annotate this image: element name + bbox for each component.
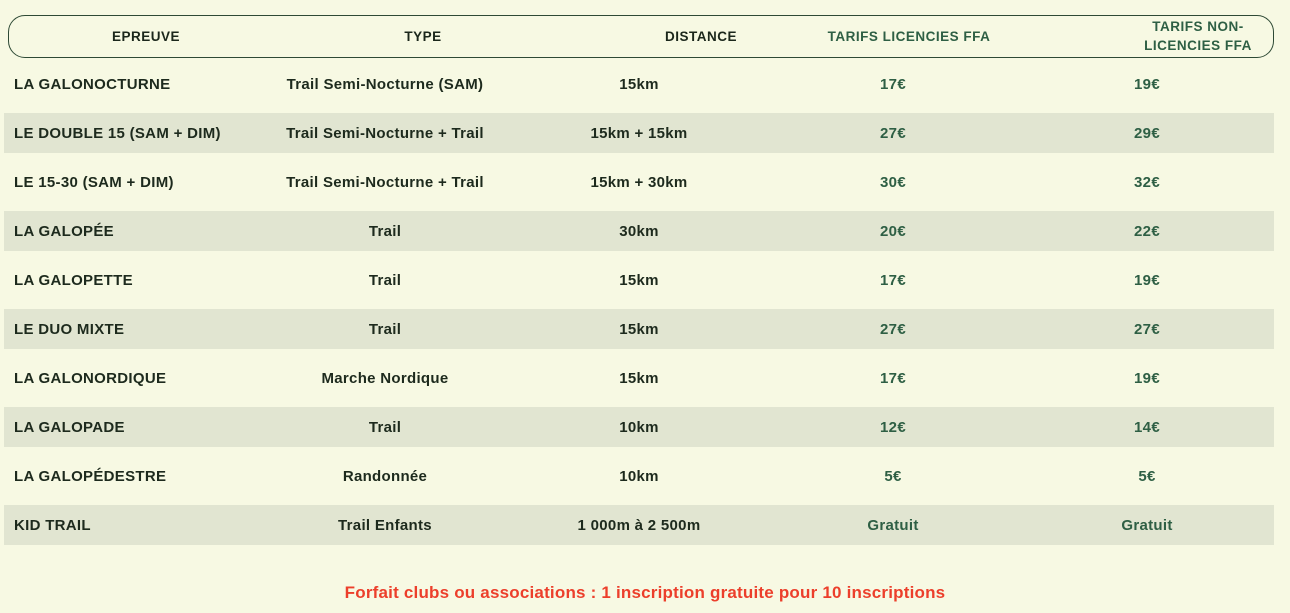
column-header-type: TYPE [404, 29, 442, 44]
cell-type: Trail [368, 222, 402, 240]
cell-tarif-licencies-ffa: 12€ [880, 418, 906, 436]
cell-epreuve: LA GALOPETTE [14, 271, 133, 289]
cell-tarif-non-licencies-ffa: 19€ [1134, 369, 1160, 387]
cell-type: Trail [368, 320, 402, 338]
cell-type: Trail Semi-Nocturne (SAM) [286, 75, 484, 93]
cell-distance: 15km [619, 369, 659, 387]
pricing-table-header: EPREUVE TYPE DISTANCE TARIFS LICENCIES F… [8, 15, 1274, 58]
table-row: LA GALONORDIQUE Marche Nordique 15km 17€ 19€ [4, 358, 1274, 398]
cell-tarif-non-licencies-ffa: 29€ [1134, 124, 1160, 142]
column-header-tarifs-licencies-ffa: TARIFS LICENCIES FFA [827, 29, 991, 44]
cell-distance: 15km + 15km [590, 124, 688, 142]
table-row: LA GALOPETTE Trail 15km 17€ 19€ [4, 260, 1274, 300]
cell-distance: 1 000m à 2 500m [577, 516, 701, 534]
cell-epreuve: LA GALOPADE [14, 418, 125, 436]
cell-epreuve: LE DUO MIXTE [14, 320, 125, 338]
cell-distance: 10km [619, 467, 659, 485]
cell-type: Trail Enfants [338, 516, 432, 534]
table-row: LA GALONOCTURNE Trail Semi-Nocturne (SAM)… [4, 64, 1274, 104]
cell-epreuve: LA GALOPÉDESTRE [14, 467, 167, 485]
cell-type: Trail [368, 271, 402, 289]
cell-tarif-licencies-ffa: 5€ [884, 467, 902, 485]
cell-tarif-licencies-ffa: 17€ [880, 369, 906, 387]
cell-epreuve: LA GALONOCTURNE [14, 75, 171, 93]
cell-distance: 10km [619, 418, 659, 436]
pricing-table-body: LA GALONOCTURNE Trail Semi-Nocturne (SAM)… [4, 64, 1274, 554]
table-row: LA GALOPADE Trail 10km 12€ 14€ [4, 407, 1274, 447]
table-row: LE DUO MIXTE Trail 15km 27€ 27€ [4, 309, 1274, 349]
cell-distance: 30km [619, 222, 659, 240]
footer-note: Forfait clubs ou associations : 1 inscri… [344, 583, 946, 602]
cell-epreuve: LE DOUBLE 15 (SAM + DIM) [14, 124, 221, 142]
cell-tarif-non-licencies-ffa: 22€ [1134, 222, 1160, 240]
cell-type: Randonnée [342, 467, 428, 485]
cell-type: Trail Semi-Nocturne + Trail [286, 173, 484, 191]
cell-epreuve: LA GALOPÉE [14, 222, 114, 240]
cell-tarif-licencies-ffa: 17€ [880, 75, 906, 93]
cell-distance: 15km [619, 75, 659, 93]
cell-tarif-non-licencies-ffa: 19€ [1134, 271, 1160, 289]
cell-tarif-licencies-ffa: 30€ [880, 173, 906, 191]
cell-tarif-non-licencies-ffa: 32€ [1134, 173, 1160, 191]
cell-epreuve: KID TRAIL [14, 516, 91, 534]
table-row: KID TRAIL Trail Enfants 1 000m à 2 500m Gra… [4, 505, 1274, 545]
cell-epreuve: LE 15-30 (SAM + DIM) [14, 173, 174, 191]
table-row: LA GALOPÉDESTRE Randonnée 10km 5€ 5€ [4, 456, 1274, 496]
cell-tarif-licencies-ffa: 27€ [880, 124, 906, 142]
cell-epreuve: LA GALONORDIQUE [14, 369, 167, 387]
cell-tarif-licencies-ffa: 27€ [880, 320, 906, 338]
cell-tarif-licencies-ffa: Gratuit [867, 516, 919, 534]
column-header-tarifs-non-licencies-ffa: TARIFS NON-LICENCIES FFA [1144, 19, 1252, 53]
table-row: LA GALOPÉE Trail 30km 20€ 22€ [4, 211, 1274, 251]
cell-tarif-non-licencies-ffa: 19€ [1134, 75, 1160, 93]
column-header-epreuve: EPREUVE [111, 29, 181, 44]
table-row: LE 15-30 (SAM + DIM) Trail Semi-Nocturne … [4, 162, 1274, 202]
cell-tarif-non-licencies-ffa: Gratuit [1121, 516, 1173, 534]
cell-distance: 15km [619, 271, 659, 289]
cell-tarif-licencies-ffa: 20€ [880, 222, 906, 240]
cell-tarif-non-licencies-ffa: 27€ [1134, 320, 1160, 338]
cell-type: Trail [368, 418, 402, 436]
cell-distance: 15km [619, 320, 659, 338]
cell-tarif-licencies-ffa: 17€ [880, 271, 906, 289]
cell-type: Marche Nordique [321, 369, 449, 387]
cell-distance: 15km + 30km [590, 173, 688, 191]
cell-type: Trail Semi-Nocturne + Trail [286, 124, 484, 142]
table-row: LE DOUBLE 15 (SAM + DIM) Trail Semi-Noctu… [4, 113, 1274, 153]
column-header-distance: DISTANCE [664, 29, 737, 44]
cell-tarif-non-licencies-ffa: 14€ [1134, 418, 1160, 436]
cell-tarif-non-licencies-ffa: 5€ [1138, 467, 1156, 485]
